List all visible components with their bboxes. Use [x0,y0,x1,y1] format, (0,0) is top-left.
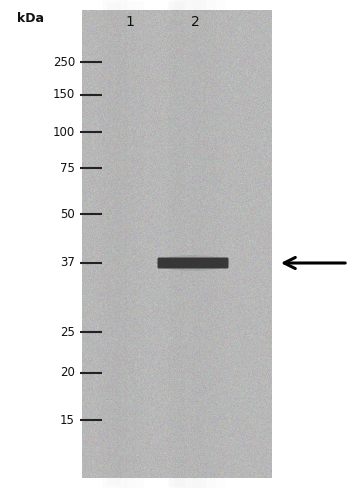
Text: 150: 150 [53,88,75,102]
Text: 50: 50 [60,207,75,221]
Text: 75: 75 [60,162,75,175]
Text: 15: 15 [60,413,75,427]
Text: 37: 37 [60,257,75,269]
Ellipse shape [157,255,229,271]
Text: 250: 250 [53,56,75,68]
Text: 100: 100 [53,125,75,139]
Text: 20: 20 [60,366,75,380]
Text: 1: 1 [126,15,135,29]
Text: 2: 2 [190,15,199,29]
FancyBboxPatch shape [158,258,228,268]
Text: kDa: kDa [16,12,44,24]
Text: 25: 25 [60,325,75,339]
